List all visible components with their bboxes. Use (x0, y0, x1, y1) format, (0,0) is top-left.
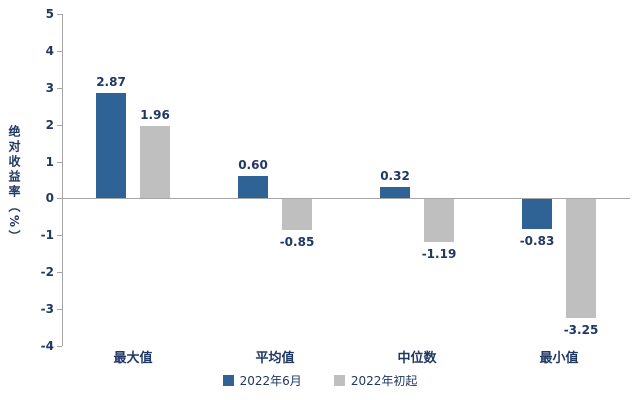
value-label: -0.85 (279, 234, 315, 249)
y-tick-label: 3 (45, 80, 54, 95)
legend-label: 2022年初起 (350, 374, 418, 388)
value-label: 0.60 (238, 158, 268, 173)
value-label: -3.25 (563, 323, 599, 338)
y-tick-label: 5 (45, 7, 54, 21)
y-tick-mark (57, 14, 62, 15)
legend: 2022年6月 2022年初起 (0, 372, 640, 389)
y-tick-label: -1 (40, 228, 54, 243)
y-tick-label: 0 (45, 191, 54, 206)
category-label: 平均值 (255, 351, 295, 366)
y-tick-mark (57, 198, 62, 200)
bar-series-1 (522, 199, 552, 229)
bar-series-1 (96, 92, 126, 199)
value-label: -1.19 (421, 247, 457, 262)
y-tick-mark (57, 309, 62, 311)
bar-series-2 (140, 126, 170, 199)
y-tick-label: 2 (45, 117, 54, 132)
x-axis-line (62, 198, 630, 200)
bar-series-2 (282, 199, 312, 230)
y-axis-title-text: 绝对收益率（%） (7, 124, 21, 246)
y-tick-label: -2 (40, 265, 54, 280)
legend-item: 2022年6月 (222, 372, 302, 389)
y-tick-mark (57, 346, 62, 347)
y-tick-label: 1 (45, 154, 54, 169)
y-axis-line (62, 14, 63, 346)
value-label: 1.96 (140, 108, 170, 123)
bar-series-1 (238, 176, 268, 199)
y-tick-mark (57, 50, 62, 52)
y-tick-label: -3 (40, 302, 54, 317)
category-label: 最小值 (539, 351, 579, 366)
value-label: 2.87 (96, 74, 126, 89)
y-tick-mark (57, 161, 62, 163)
y-tick-label: 4 (45, 43, 54, 58)
legend-swatch (222, 375, 234, 386)
y-tick-label: -4 (40, 339, 54, 353)
value-label: 0.32 (380, 168, 410, 183)
y-tick-mark (57, 124, 62, 126)
legend-label: 2022年6月 (239, 374, 302, 388)
category-label: 中位数 (397, 351, 437, 366)
category-label: 最大值 (113, 351, 153, 366)
y-tick-mark (57, 272, 62, 274)
legend-item: 2022年初起 (333, 372, 418, 389)
y-axis-title: 绝对收益率（%） (6, 95, 23, 275)
value-label: -0.83 (519, 234, 555, 249)
bar-series-1 (380, 186, 410, 199)
y-tick-mark (57, 235, 62, 237)
legend-swatch (333, 375, 345, 386)
bar-series-2 (424, 199, 454, 243)
bar-series-2 (566, 199, 596, 319)
y-tick-mark (57, 87, 62, 89)
